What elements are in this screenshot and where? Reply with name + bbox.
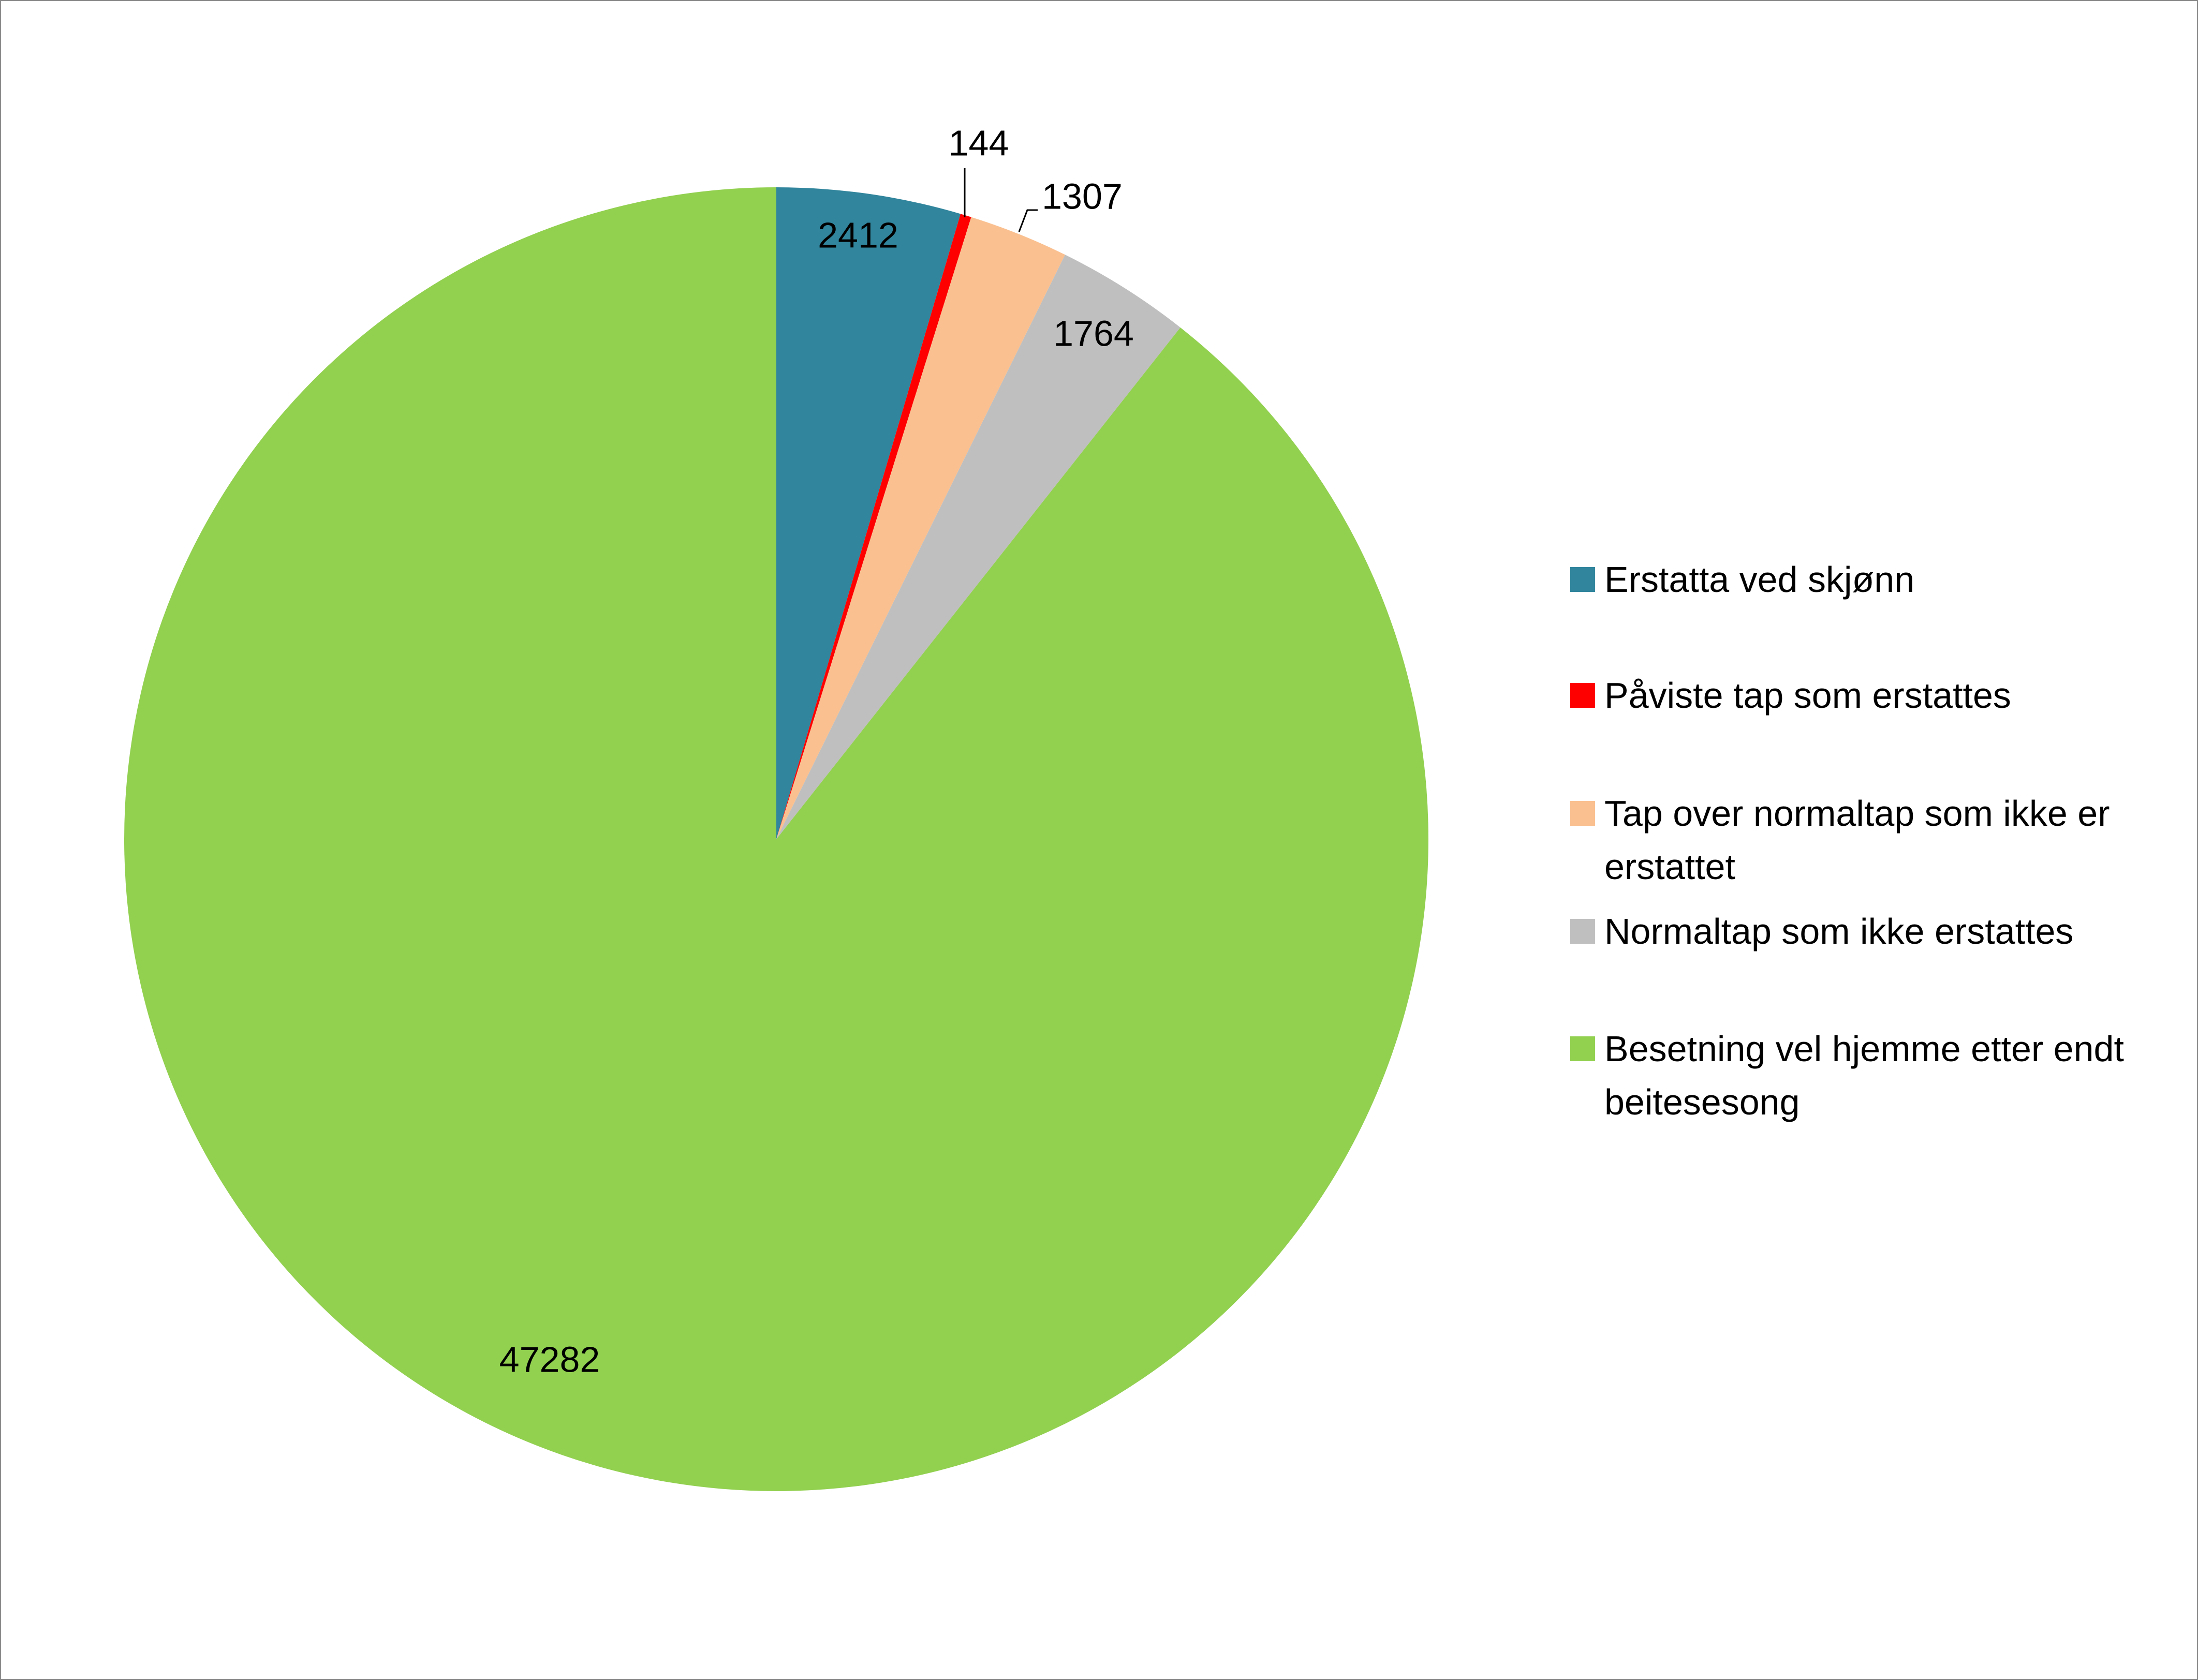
pie-slice xyxy=(124,187,1429,1491)
legend-swatch xyxy=(1570,801,1595,826)
data-label: 1764 xyxy=(1053,313,1134,353)
legend-item: Erstatta ved skjønn xyxy=(1570,553,2181,606)
data-label: 47282 xyxy=(499,1339,600,1379)
legend-swatch xyxy=(1570,683,1595,708)
legend-label: Besetning vel hjemme etter endt beiteses… xyxy=(1604,1029,2124,1122)
legend-label: Tap over normaltap som ikke er erstattet xyxy=(1604,793,2110,887)
legend-item: Normaltap som ikke erstattes xyxy=(1570,905,2181,958)
legend-label: Påviste tap som erstattes xyxy=(1604,675,2011,716)
data-label: 2412 xyxy=(818,215,898,255)
data-label: 1307 xyxy=(1042,176,1123,216)
legend-item: Tap over normaltap som ikke er erstattet xyxy=(1570,787,2181,894)
pie-slice xyxy=(776,214,971,839)
legend-label: Normaltap som ikke erstattes xyxy=(1604,911,2074,951)
pie-slice xyxy=(776,255,1181,839)
leader-line xyxy=(1018,209,1038,232)
data-label: 144 xyxy=(949,123,1009,163)
legend-item: Påviste tap som erstattes xyxy=(1570,669,2181,722)
legend-swatch xyxy=(1570,567,1595,592)
legend-label: Erstatta ved skjønn xyxy=(1604,559,1915,600)
pie-slice xyxy=(776,187,961,839)
pie-slice xyxy=(776,217,1065,839)
legend-swatch xyxy=(1570,1036,1595,1061)
legend-item: Besetning vel hjemme etter endt beiteses… xyxy=(1570,1022,2181,1129)
legend-swatch xyxy=(1570,919,1595,944)
